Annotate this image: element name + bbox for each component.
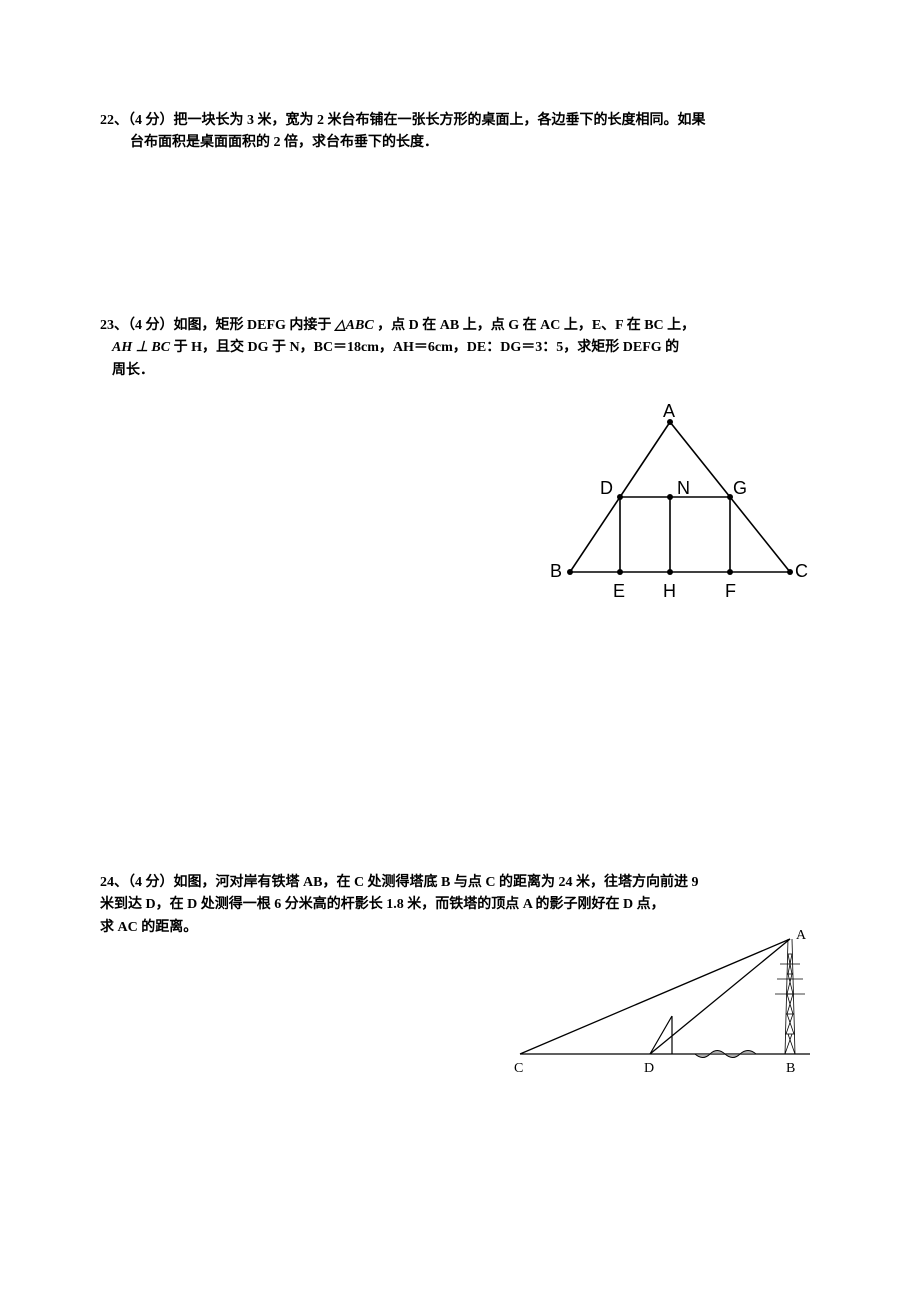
- problem-22-line2: 台布面积是桌面面积的 2 倍，求台布垂下的长度．: [100, 132, 820, 154]
- problem-23: 23、（4 分）如图，矩形 DEFG 内接于 △ABC ，点 D 在 AB 上，…: [100, 315, 820, 622]
- problem-23-math2: AH ⊥ BC: [100, 340, 170, 355]
- label-A: A: [663, 402, 675, 421]
- label24-A: A: [796, 928, 807, 943]
- label-E: E: [613, 581, 625, 601]
- label-D: D: [600, 478, 613, 498]
- figure-24: A B C D: [510, 924, 820, 1084]
- problem-22-points: （4 分）: [128, 113, 174, 128]
- figure-24-wrap: A B C D: [100, 924, 820, 1084]
- label24-D: D: [644, 1061, 654, 1076]
- label-B: B: [550, 561, 562, 581]
- problem-24-number: 24、: [100, 875, 128, 890]
- problem-23-math1: △ABC: [335, 318, 374, 333]
- figure-23: A B C D N G E H F: [550, 402, 810, 622]
- problem-24-line3: 求 AC 的距离。: [100, 920, 197, 935]
- problem-23-line1c: ，点 D 在 AB 上，点 G 在 AC 上，E、F 在 BC 上，: [374, 318, 696, 333]
- problem-23-number: 23、: [100, 318, 128, 333]
- problem-22-text: 22、（4 分）把一块长为 3 米，宽为 2 米台布铺在一张长方形的桌面上，各边…: [100, 110, 820, 155]
- problem-22: 22、（4 分）把一块长为 3 米，宽为 2 米台布铺在一张长方形的桌面上，各边…: [100, 110, 820, 155]
- label-G: G: [733, 478, 747, 498]
- label-C: C: [795, 561, 808, 581]
- problem-24-line2: 米到达 D，在 D 处测得一根 6 分米高的杆影长 1.8 米，而铁塔的顶点 A…: [100, 897, 665, 912]
- figure-23-wrap: A B C D N G E H F: [100, 402, 820, 622]
- problem-22-number: 22、: [100, 113, 128, 128]
- label24-C: C: [514, 1061, 523, 1076]
- problem-24-line1: 如图，河对岸有铁塔 AB，在 C 处测得塔底 B 与点 C 的距离为 24 米，…: [174, 875, 699, 890]
- problem-24: 24、（4 分）如图，河对岸有铁塔 AB，在 C 处测得塔底 B 与点 C 的距…: [100, 872, 820, 1084]
- label-N: N: [677, 478, 690, 498]
- problem-23-line2b: 于 H，且交 DG 于 N，BC＝18cm，AH＝6cm，DE：DG＝3：5，求…: [170, 340, 679, 355]
- problem-24-points: （4 分）: [128, 875, 174, 890]
- problem-23-line3: 周长．: [100, 363, 154, 378]
- label24-B: B: [786, 1061, 795, 1076]
- problem-22-line1: 把一块长为 3 米，宽为 2 米台布铺在一张长方形的桌面上，各边垂下的长度相同。…: [174, 113, 706, 128]
- label-H: H: [663, 581, 676, 601]
- label-F: F: [725, 581, 736, 601]
- problem-23-text: 23、（4 分）如图，矩形 DEFG 内接于 △ABC ，点 D 在 AB 上，…: [100, 315, 820, 382]
- problem-23-line1a: 如图，矩形 DEFG 内接于: [174, 318, 335, 333]
- problem-23-points: （4 分）: [128, 318, 174, 333]
